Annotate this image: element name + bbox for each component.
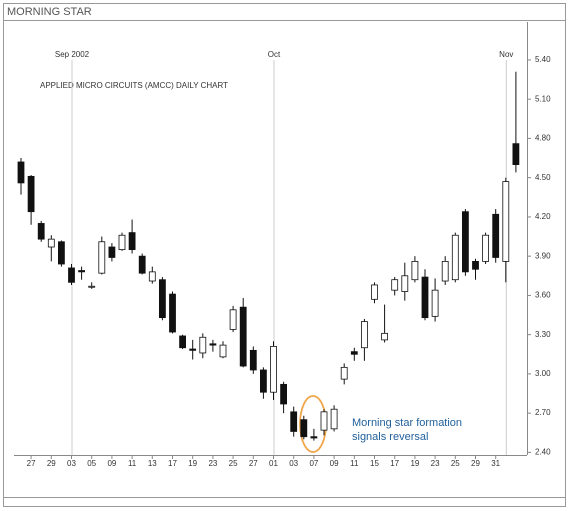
candle-body bbox=[340, 366, 348, 380]
x-tick-label: 03 bbox=[67, 459, 76, 468]
x-tick-label: 27 bbox=[27, 459, 36, 468]
y-tick-label: 2.70 bbox=[535, 408, 551, 417]
candle-body bbox=[451, 234, 459, 281]
annotation: signals reversal bbox=[352, 431, 428, 443]
candle-body bbox=[482, 234, 490, 262]
candle-body bbox=[108, 246, 116, 258]
candle-body bbox=[148, 271, 156, 282]
x-tick-label: 31 bbox=[491, 459, 500, 468]
y-tick-label: 5.40 bbox=[535, 55, 551, 64]
candle-body bbox=[78, 270, 85, 273]
chart-title: MORNING STAR bbox=[7, 6, 92, 18]
y-tick-label: 4.50 bbox=[535, 173, 551, 182]
x-tick-label: 09 bbox=[330, 459, 339, 468]
candle-body bbox=[290, 411, 298, 432]
candle-body bbox=[249, 349, 257, 371]
candle-body bbox=[310, 436, 318, 439]
candle-body bbox=[259, 369, 267, 393]
y-tick-label: 3.30 bbox=[535, 330, 551, 339]
x-tick-label: 19 bbox=[188, 459, 197, 468]
candle-body bbox=[58, 241, 65, 265]
y-tick-label: 2.40 bbox=[535, 447, 551, 456]
candle-body bbox=[472, 260, 479, 270]
candle-body bbox=[189, 348, 197, 351]
x-tick-label: 25 bbox=[229, 459, 238, 468]
candle-body bbox=[350, 351, 358, 355]
x-tick-label: 15 bbox=[370, 459, 379, 468]
x-tick-label: 11 bbox=[128, 459, 137, 468]
x-tick-label: 29 bbox=[47, 459, 56, 468]
candle-body bbox=[330, 408, 338, 430]
x-tick-label: 13 bbox=[148, 459, 157, 468]
candle-body bbox=[128, 232, 136, 251]
candle-body bbox=[492, 213, 500, 258]
x-tick-label: 27 bbox=[249, 459, 258, 468]
candle-body bbox=[209, 343, 217, 346]
candle-body bbox=[138, 255, 146, 274]
candle-body bbox=[360, 321, 368, 349]
candle-body bbox=[320, 411, 328, 431]
month-label: Nov bbox=[499, 50, 513, 59]
y-tick-label: 4.20 bbox=[535, 212, 551, 221]
candle-body bbox=[199, 336, 207, 354]
month-label: Oct bbox=[268, 50, 281, 59]
candle-body bbox=[239, 306, 247, 367]
candle-body bbox=[98, 241, 106, 274]
x-tick-label: 05 bbox=[87, 459, 96, 468]
y-tick-label: 3.90 bbox=[535, 251, 551, 260]
candle-body bbox=[179, 335, 187, 349]
candle-body bbox=[17, 161, 25, 184]
x-tick-label: 23 bbox=[431, 459, 440, 468]
x-tick-label: 03 bbox=[289, 459, 298, 468]
x-tick-label: 01 bbox=[269, 459, 278, 468]
candle-body bbox=[391, 279, 399, 291]
candle-body bbox=[512, 143, 520, 165]
candle-body bbox=[441, 260, 449, 282]
y-tick-label: 3.60 bbox=[535, 291, 551, 300]
chart-subtitle: APPLIED MICRO CIRCUITS (AMCC) DAILY CHAR… bbox=[40, 81, 228, 90]
y-tick-label: 4.80 bbox=[535, 134, 551, 143]
candle-body bbox=[411, 260, 419, 281]
frame bbox=[3, 3, 566, 507]
candle-body bbox=[300, 419, 308, 438]
candle-body bbox=[68, 267, 75, 283]
x-tick-label: 17 bbox=[390, 459, 399, 468]
x-tick-label: 07 bbox=[309, 459, 318, 468]
candle-body bbox=[461, 211, 469, 273]
candle-body bbox=[158, 279, 166, 319]
candle-body bbox=[421, 276, 429, 319]
x-tick-label: 17 bbox=[168, 459, 177, 468]
candle-body bbox=[219, 344, 227, 358]
candle-body bbox=[47, 238, 55, 248]
annotation: Morning star formation bbox=[352, 417, 462, 429]
x-tick-label: 29 bbox=[471, 459, 480, 468]
y-tick-label: 3.00 bbox=[535, 369, 551, 378]
candle-body bbox=[229, 309, 237, 330]
candle-body bbox=[118, 234, 126, 251]
candle-body bbox=[37, 223, 45, 240]
candle-body bbox=[431, 289, 439, 317]
y-tick-label: 5.10 bbox=[535, 94, 551, 103]
candle-body bbox=[381, 332, 389, 341]
month-label: Sep 2002 bbox=[55, 50, 90, 59]
candle-body bbox=[88, 285, 96, 288]
candle-body bbox=[502, 181, 510, 262]
x-tick-label: 23 bbox=[208, 459, 217, 468]
candle-body bbox=[280, 383, 288, 405]
x-tick-label: 25 bbox=[451, 459, 460, 468]
candle-body bbox=[401, 275, 409, 292]
candle-body bbox=[27, 175, 35, 213]
x-tick-label: 11 bbox=[350, 459, 359, 468]
x-tick-label: 19 bbox=[410, 459, 419, 468]
candle-body bbox=[270, 346, 277, 393]
x-tick-label: 09 bbox=[107, 459, 116, 468]
candle-body bbox=[371, 284, 378, 300]
candle-body bbox=[169, 293, 176, 333]
